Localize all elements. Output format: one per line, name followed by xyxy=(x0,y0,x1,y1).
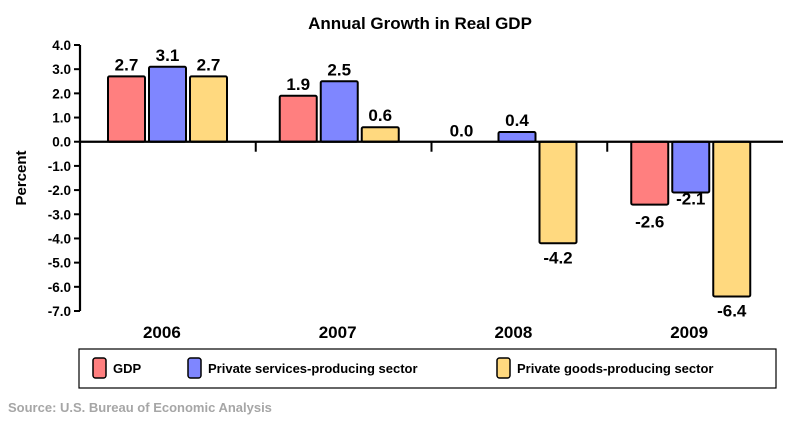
legend-label: Private services-producing sector xyxy=(208,361,418,376)
y-tick-label: -7.0 xyxy=(48,304,71,319)
data-label: 0.6 xyxy=(368,106,392,125)
legend-item: Private goods-producing sector xyxy=(496,357,713,379)
y-tick-label: 4.0 xyxy=(52,38,71,53)
bar xyxy=(538,140,578,245)
axes xyxy=(78,45,783,311)
data-label: 0.0 xyxy=(450,122,474,141)
y-tick-label: -4.0 xyxy=(48,231,71,246)
x-tick-label: 2009 xyxy=(670,323,708,342)
legend-label: GDP xyxy=(113,361,142,376)
y-tick-label: 2.0 xyxy=(52,86,71,101)
legend: GDP Private services-producing sector Priv… xyxy=(78,348,777,389)
category-labels: 2006 2007 2008 2009 xyxy=(143,323,708,342)
data-label: -4.2 xyxy=(543,248,572,267)
bar xyxy=(319,80,359,143)
y-tick-label: -5.0 xyxy=(48,256,71,271)
y-tick-label: -3.0 xyxy=(48,207,71,222)
data-label: -2.6 xyxy=(635,213,664,232)
data-label: -2.1 xyxy=(676,190,705,209)
bar xyxy=(360,126,400,143)
data-label: 0.4 xyxy=(505,111,529,130)
x-tick-label: 2006 xyxy=(143,323,181,342)
y-tick-label: 3.0 xyxy=(52,62,71,77)
data-label: 2.7 xyxy=(115,55,139,74)
legend-label: Private goods-producing sector xyxy=(517,361,713,376)
bar xyxy=(671,140,711,194)
bar xyxy=(189,75,228,143)
legend-item: Private services-producing sector xyxy=(187,357,418,379)
bar xyxy=(148,65,187,143)
bar xyxy=(497,131,537,143)
bar xyxy=(712,140,752,298)
bar xyxy=(630,140,670,206)
chart-title: Annual Growth in Real GDP xyxy=(308,14,532,33)
y-axis-label: Percent xyxy=(13,150,30,205)
legend-swatch xyxy=(496,357,511,379)
source-note: Source: U.S. Bureau of Economic Analysis xyxy=(8,400,272,415)
legend-swatch xyxy=(92,357,107,379)
data-label: 2.7 xyxy=(197,55,221,74)
data-label: 1.9 xyxy=(286,75,310,94)
y-tick-label: 1.0 xyxy=(52,111,71,126)
y-tick-label: -1.0 xyxy=(48,159,71,174)
data-label: 2.5 xyxy=(327,60,351,79)
bars xyxy=(107,65,752,298)
legend-item: GDP xyxy=(92,357,142,379)
legend-swatch xyxy=(187,357,202,379)
data-label: 3.1 xyxy=(156,46,180,65)
data-label: -6.4 xyxy=(717,301,747,320)
y-tick-label: -6.0 xyxy=(48,280,71,295)
y-tick-label: 0.0 xyxy=(52,135,71,150)
y-axis-ticks: 4.0 3.0 2.0 1.0 0.0 -1.0 -2.0 -3.0 -4.0 -5.0 -6.0 -… xyxy=(48,38,80,319)
bar xyxy=(278,94,318,143)
data-labels: 2.7 3.1 2.7 1.9 2.5 0.6 0.0 0.4 -4.2 -2.6 -2.1 -6.4 xyxy=(115,46,747,321)
x-tick-label: 2007 xyxy=(319,323,357,342)
x-tick-label: 2008 xyxy=(494,323,532,342)
bar xyxy=(107,75,146,143)
y-tick-label: -2.0 xyxy=(48,183,71,198)
